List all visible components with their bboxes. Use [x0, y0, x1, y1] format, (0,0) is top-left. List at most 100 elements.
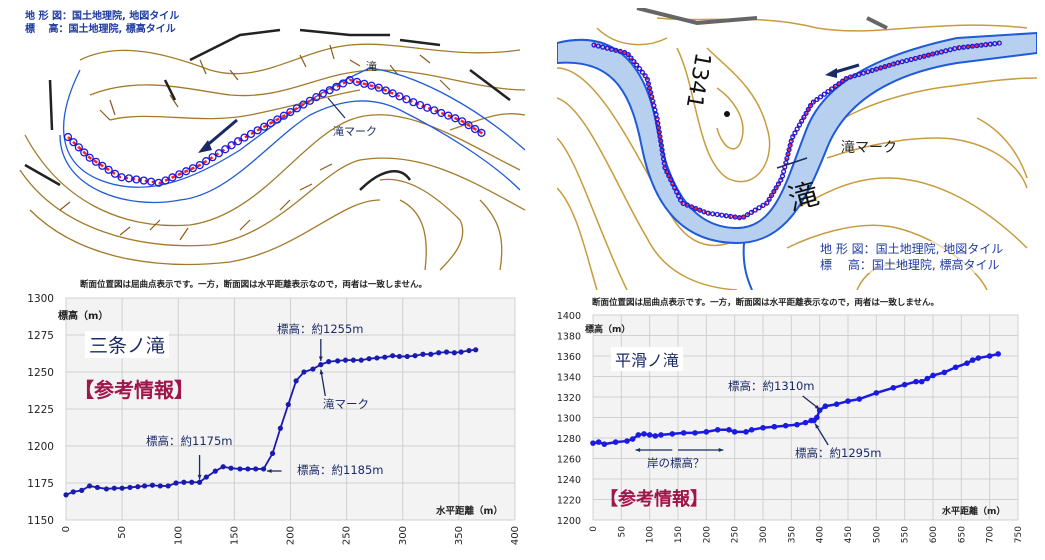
route-point [240, 133, 249, 142]
data-point [237, 466, 243, 472]
waterfall-mark-pointer [327, 97, 346, 119]
data-point [203, 474, 209, 480]
route-point [437, 108, 446, 118]
right-y-axis-label: 標高（m） [585, 325, 631, 335]
route-point [312, 92, 321, 102]
route-point [639, 69, 645, 75]
route-point [74, 143, 83, 152]
data-point [173, 480, 179, 486]
data-point [646, 432, 653, 438]
route-point [85, 153, 94, 162]
data-point [680, 430, 687, 436]
y-tick-label: 1150 [27, 515, 54, 527]
arrow-waterfall-mark-head-icon [319, 369, 324, 375]
data-point [458, 349, 464, 355]
annotation-1255: 標高：約1255m [277, 322, 364, 336]
route-point [752, 207, 758, 213]
y-tick-label: 1260 [557, 455, 581, 466]
route-point [318, 89, 328, 98]
route-point [672, 185, 678, 191]
x-tick-label: 100 [173, 526, 184, 545]
route-point [814, 96, 820, 103]
data-point [466, 347, 472, 354]
right-map-legend: 地 形 図：国土地理院, 地図タイル 標 高：国土地理院, 標高タイル [820, 241, 1004, 273]
route-point [836, 81, 842, 87]
data-point [658, 432, 664, 438]
route-point [790, 134, 796, 140]
route-point [786, 147, 792, 153]
y-tick-label: 1275 [27, 330, 54, 342]
y-tick-label: 1320 [557, 393, 581, 404]
x-tick-label: 250 [731, 526, 741, 543]
route-point [608, 46, 615, 52]
data-point [969, 357, 976, 363]
data-point [86, 483, 93, 489]
route-point [650, 98, 656, 104]
x-tick-label: 750 [1014, 526, 1024, 543]
data-point [245, 466, 251, 472]
route-point [636, 66, 643, 72]
x-tick-label: 0 [61, 526, 72, 532]
route-point [416, 100, 425, 110]
route-point [693, 205, 699, 212]
arrow-1310-head-icon [814, 404, 820, 410]
data-point [748, 427, 755, 433]
data-point [918, 378, 925, 385]
data-point [964, 360, 970, 366]
data-point [590, 440, 596, 446]
route-point [756, 205, 762, 211]
data-point [601, 441, 608, 447]
route-point [464, 121, 473, 130]
x-tick-label: 50 [617, 526, 627, 538]
route-point [273, 115, 282, 124]
data-point [335, 358, 341, 364]
route-point [338, 79, 348, 88]
route-point [98, 161, 107, 170]
route-point [788, 138, 794, 144]
route-point [832, 83, 838, 89]
route-point [860, 70, 866, 76]
arrow-1255-head-icon [318, 356, 323, 362]
route-point [869, 67, 875, 74]
route-point [409, 98, 418, 107]
left-chart-title: 三条ノ滝 [85, 331, 170, 358]
data-point [412, 353, 418, 359]
route-point [381, 86, 390, 95]
data-point [135, 484, 141, 490]
data-point [260, 466, 267, 472]
route-point [801, 114, 807, 120]
route-point [260, 122, 269, 131]
y-tick-label: 1200 [557, 516, 581, 527]
route-point [938, 49, 945, 55]
legend-elevation: 標 高：国土地理院, 標高タイル [25, 24, 176, 35]
data-point [428, 351, 434, 357]
route-point [147, 177, 156, 186]
data-point [326, 359, 332, 365]
data-point [212, 468, 218, 474]
arrow-1175-head-icon [197, 474, 202, 480]
route-point [625, 51, 631, 58]
x-tick-label: 550 [901, 526, 911, 543]
route-point [444, 111, 453, 120]
route-point [195, 160, 204, 170]
route-point [662, 165, 668, 171]
route-point [785, 151, 791, 157]
data-point [743, 429, 749, 435]
left-elevation-chart: 0 50 100 150 200 250 300 350 400 1150 1175 1200 1225… [27, 293, 521, 545]
route-point [882, 64, 888, 70]
data-point [901, 381, 908, 388]
x-tick-label: 400 [816, 526, 826, 543]
route-point [653, 111, 659, 118]
route-point [233, 137, 243, 146]
right-x-axis-label: 水平距離（m） [942, 507, 1006, 517]
route-point [175, 170, 184, 179]
x-tick-label: 400 [510, 526, 521, 545]
data-point [794, 421, 800, 428]
data-point [301, 369, 307, 375]
route-point [829, 86, 835, 92]
route-point [644, 76, 650, 83]
route-point [646, 85, 653, 91]
route-point [292, 104, 301, 113]
route-point [688, 204, 695, 210]
data-point [629, 436, 636, 442]
